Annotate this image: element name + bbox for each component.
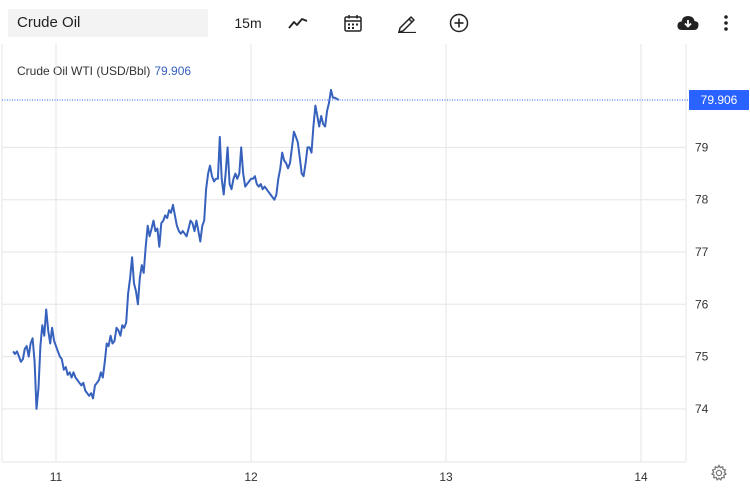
instrument-name: Crude Oil WTI (USD/Bbl): [17, 64, 151, 78]
y-tick-label: 74: [695, 402, 709, 416]
interval-selector[interactable]: 15m: [234, 15, 262, 31]
line-chart-icon[interactable]: [284, 9, 312, 37]
more-vertical-icon[interactable]: [712, 9, 740, 37]
grid-lines: [1, 44, 687, 463]
calendar-icon[interactable]: [339, 9, 367, 37]
x-axis: 11 12 13 14: [50, 470, 648, 484]
last-price-tag: [689, 90, 749, 111]
x-tick-label: 11: [50, 470, 63, 484]
y-tick-label: 79: [695, 140, 709, 154]
symbol-search-input[interactable]: [8, 9, 208, 37]
last-price-tag-label: 79.906: [701, 93, 738, 107]
add-indicator-icon[interactable]: [445, 9, 473, 37]
x-tick-label: 14: [634, 470, 648, 484]
draw-icon[interactable]: [393, 9, 421, 37]
download-icon[interactable]: [674, 9, 702, 37]
y-axis: 74 75 76 77 78 79: [695, 140, 709, 416]
y-tick-label: 78: [695, 193, 709, 207]
toolbar: 15m: [0, 0, 750, 44]
chart-title: Crude Oil WTI (USD/Bbl) 79.906: [17, 64, 191, 78]
series-line: [12, 88, 340, 410]
settings-gear-icon[interactable]: [710, 464, 728, 482]
x-tick-label: 13: [439, 470, 453, 484]
y-tick-label: 75: [695, 350, 709, 364]
y-tick-label: 77: [695, 245, 709, 259]
y-tick-label: 76: [695, 297, 709, 311]
x-tick-label: 12: [244, 470, 258, 484]
last-price-value: 79.906: [154, 64, 192, 78]
